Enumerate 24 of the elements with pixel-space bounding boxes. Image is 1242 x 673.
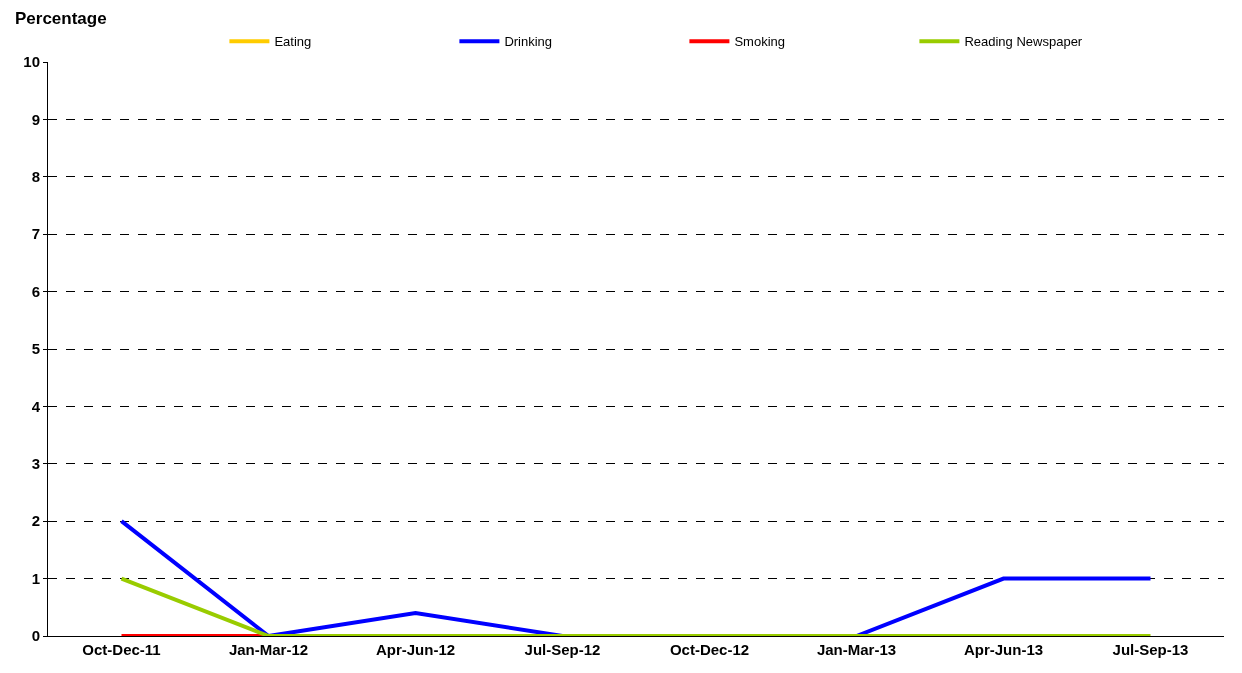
y-tick-label: 1 bbox=[31, 569, 40, 587]
x-tick-label: Jul-Sep-12 bbox=[524, 641, 601, 658]
legend-label: Drinking bbox=[504, 34, 553, 50]
legend-label: Reading Newspaper bbox=[964, 34, 1083, 50]
x-tick-label: Jul-Sep-13 bbox=[1112, 641, 1189, 658]
legend-label: Eating bbox=[274, 34, 312, 50]
x-tick-label: Oct-Dec-11 bbox=[82, 641, 161, 658]
legend-label: Smoking bbox=[734, 34, 785, 50]
x-tick-label: Oct-Dec-12 bbox=[669, 641, 750, 658]
y-tick-label: 0 bbox=[31, 627, 40, 645]
x-tick-label: Jan-Mar-13 bbox=[816, 641, 897, 658]
y-tick-label: 2 bbox=[31, 512, 40, 530]
y-axis-title: Percentage bbox=[15, 9, 107, 28]
x-tick-label: Apr-Jun-13 bbox=[963, 641, 1044, 658]
y-tick-label: 5 bbox=[31, 340, 40, 358]
x-tick-label: Jan-Mar-12 bbox=[228, 641, 309, 658]
y-tick-label: 10 bbox=[23, 53, 40, 71]
y-tick-label: 3 bbox=[31, 455, 40, 473]
y-tick-label: 6 bbox=[31, 282, 40, 300]
y-tick-label: 9 bbox=[31, 110, 40, 128]
y-tick-label: 8 bbox=[31, 168, 40, 186]
y-tick-label: 7 bbox=[31, 225, 40, 243]
x-tick-label: Apr-Jun-12 bbox=[375, 641, 456, 658]
y-tick-label: 4 bbox=[31, 397, 41, 415]
